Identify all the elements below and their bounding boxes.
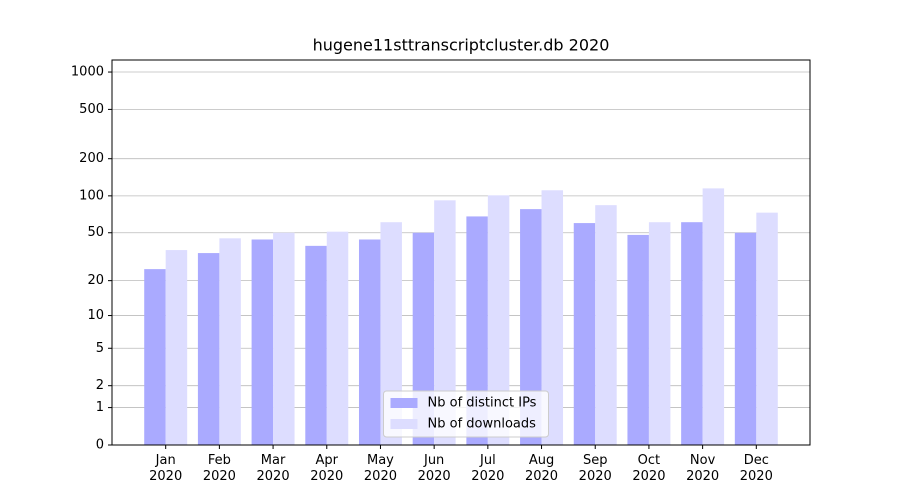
y-tick-label: 2: [96, 378, 104, 393]
legend-swatch: [390, 398, 418, 408]
chart-title: hugene11sttranscriptcluster.db 2020: [313, 36, 610, 55]
bar: [702, 188, 725, 445]
legend-label: Nb of downloads: [428, 417, 537, 432]
x-tick-label: Oct 2020: [632, 453, 666, 484]
bar: [573, 223, 596, 445]
bar: [434, 200, 456, 445]
bar: [380, 222, 402, 445]
x-tick-label: Jul 2020: [471, 453, 505, 484]
bar: [734, 232, 757, 445]
bar: [358, 239, 381, 445]
bar: [487, 195, 510, 445]
x-tick-label: Apr 2020: [310, 453, 344, 484]
bar: [144, 269, 166, 445]
bar: [595, 205, 617, 445]
bar: [305, 245, 327, 445]
bar: [466, 216, 488, 445]
legend-label: Nb of distinct IPs: [428, 396, 537, 411]
y-tick-label: 50: [87, 225, 104, 240]
y-tick-label: 1000: [71, 65, 104, 80]
legend-swatch: [390, 419, 418, 429]
bar: [756, 212, 778, 445]
y-tick-label: 100: [79, 188, 104, 203]
x-tick-label: Dec 2020: [739, 453, 773, 484]
bar: [541, 190, 564, 445]
legend: Nb of distinct IPs Nb of downloads: [383, 390, 549, 438]
x-tick-label: Sep 2020: [578, 453, 612, 484]
x-tick-label: Aug 2020: [524, 453, 559, 484]
y-tick-label: 5: [96, 341, 104, 356]
bar: [273, 232, 295, 445]
x-tick-label: May 2020: [363, 453, 397, 484]
y-tick-label: 10: [87, 308, 104, 323]
y-tick-label: 500: [79, 102, 104, 117]
legend-box: [383, 390, 549, 438]
x-tick-label: Jun 2020: [417, 453, 451, 484]
bar: [520, 209, 542, 445]
axes-frame: [111, 59, 811, 446]
y-tick-label: 0: [96, 438, 104, 453]
y-tick-label: 1: [96, 400, 104, 415]
x-tick-label: Jan 2020: [149, 453, 183, 484]
bar: [648, 222, 671, 445]
bar: [165, 250, 188, 445]
x-tick-label: Mar 2020: [256, 453, 290, 484]
bar: [197, 253, 220, 445]
bar: [219, 238, 241, 445]
y-tick-label: 200: [79, 151, 104, 166]
x-tick-label: Feb 2020: [202, 453, 236, 484]
y-tick-label: 20: [87, 273, 104, 288]
bar: [326, 231, 349, 445]
x-tick-label: Nov 2020: [686, 453, 720, 484]
bar: [251, 239, 274, 445]
bar: [681, 222, 703, 445]
bar: [627, 234, 649, 445]
